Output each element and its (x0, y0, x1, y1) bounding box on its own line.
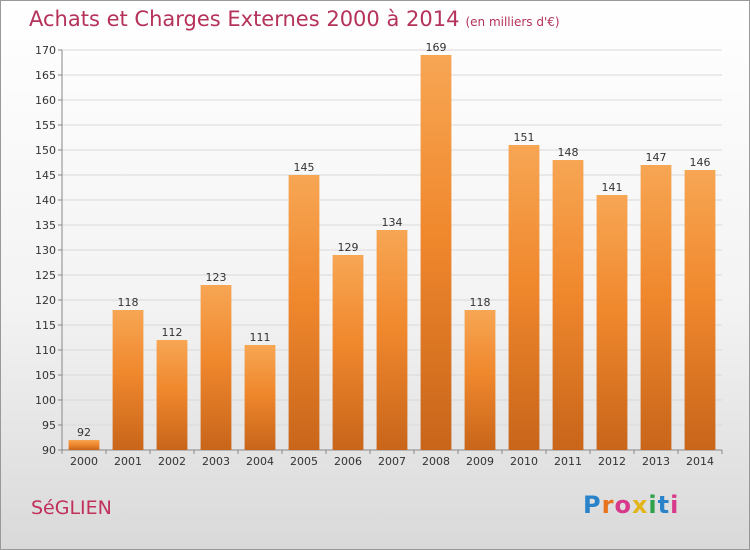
logo-letter: P (583, 491, 602, 519)
x-tick-label: 2004 (246, 455, 274, 468)
data-label: 92 (77, 426, 91, 439)
logo-letter: x (631, 491, 649, 519)
x-tick-label: 2012 (598, 455, 626, 468)
bar-2003 (200, 285, 232, 450)
x-tick-label: 2007 (378, 455, 406, 468)
y-tick-label: 90 (42, 444, 56, 457)
y-tick-label: 135 (35, 219, 56, 232)
logo-letter: t (657, 491, 671, 519)
logo-letter: o (614, 491, 632, 519)
y-tick-label: 125 (35, 269, 56, 282)
data-label: 112 (162, 326, 183, 339)
town-name: SéGLIEN (31, 497, 112, 519)
data-label: 151 (514, 131, 535, 144)
y-tick-label: 170 (35, 44, 56, 57)
y-tick-label: 100 (35, 394, 56, 407)
chart-title: Achats et Charges Externes 2000 à 2014 (e… (29, 7, 560, 31)
y-tick-label: 140 (35, 194, 56, 207)
data-label: 169 (426, 41, 447, 54)
bar-2007 (376, 230, 408, 450)
bar-2002 (156, 340, 188, 450)
y-tick-label: 160 (35, 94, 56, 107)
x-tick-label: 2011 (554, 455, 582, 468)
x-tick-label: 2000 (70, 455, 98, 468)
data-label: 145 (294, 161, 315, 174)
y-tick-label: 155 (35, 119, 56, 132)
bar-2000 (68, 440, 100, 450)
x-tick-label: 2009 (466, 455, 494, 468)
y-tick-label: 115 (35, 319, 56, 332)
bar-2001 (112, 310, 144, 450)
data-label: 134 (382, 216, 403, 229)
data-label: 147 (646, 151, 667, 164)
x-tick-label: 2014 (686, 455, 714, 468)
y-tick-label: 95 (42, 419, 56, 432)
bar-2006 (332, 255, 364, 450)
x-tick-label: 2006 (334, 455, 362, 468)
y-tick-label: 105 (35, 369, 56, 382)
data-label: 148 (558, 146, 579, 159)
y-tick-label: 165 (35, 69, 56, 82)
y-tick-label: 110 (35, 344, 56, 357)
data-label: 118 (470, 296, 491, 309)
bar-2014 (684, 170, 716, 450)
x-tick-label: 2002 (158, 455, 186, 468)
bar-2010 (508, 145, 540, 450)
x-tick-label: 2010 (510, 455, 538, 468)
x-tick-label: 2001 (114, 455, 142, 468)
bars (68, 55, 716, 450)
bar-2009 (464, 310, 496, 450)
y-tick-label: 130 (35, 244, 56, 257)
y-tick-label: 150 (35, 144, 56, 157)
bar-2004 (244, 345, 276, 450)
x-tick-label: 2003 (202, 455, 230, 468)
data-label: 146 (690, 156, 711, 169)
data-label: 118 (118, 296, 139, 309)
proxiti-logo: Proxiti (583, 491, 679, 519)
bar-2005 (288, 175, 320, 450)
bar-2012 (596, 195, 628, 450)
bar-2013 (640, 165, 672, 450)
chart-subtitle: (en milliers d'€) (465, 15, 560, 29)
logo-letter: r (601, 491, 615, 519)
bar-2011 (552, 160, 584, 450)
y-tick-label: 120 (35, 294, 56, 307)
data-label: 129 (338, 241, 359, 254)
x-tick-label: 2008 (422, 455, 450, 468)
data-label: 123 (206, 271, 227, 284)
data-label: 141 (602, 181, 623, 194)
logo-letter: i (670, 491, 680, 519)
x-tick-label: 2005 (290, 455, 318, 468)
y-tick-label: 145 (35, 169, 56, 182)
chart-title-text: Achats et Charges Externes 2000 à 2014 (29, 7, 460, 31)
logo-letter: i (648, 491, 658, 519)
x-tick-label: 2013 (642, 455, 670, 468)
data-label: 111 (250, 331, 271, 344)
labels: 2000 92 2001 118 2002 112 2003 123 2004 111 2005 14… (70, 41, 714, 468)
bar-2008 (420, 55, 452, 450)
